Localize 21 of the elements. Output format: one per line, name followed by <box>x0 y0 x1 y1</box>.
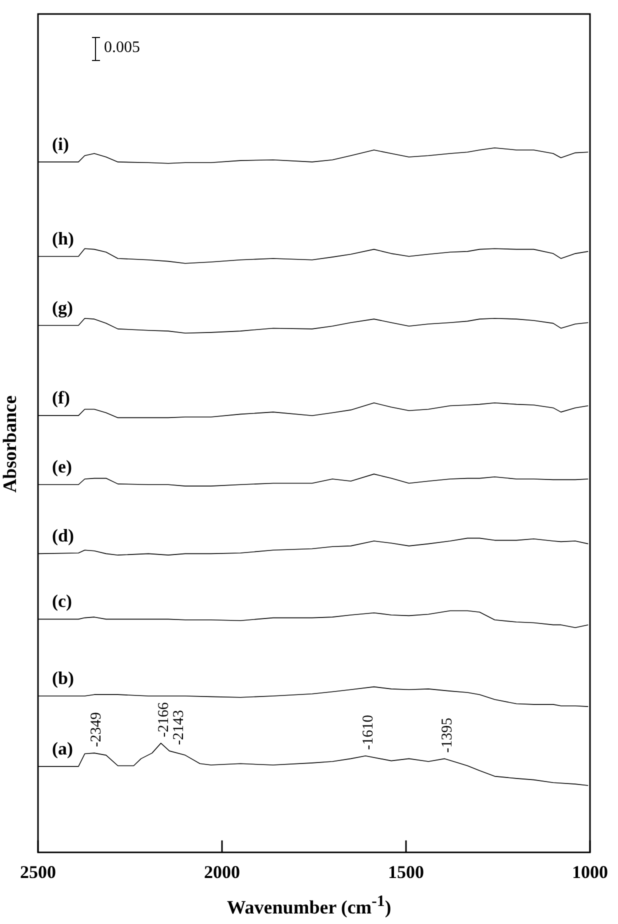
series-label: (f) <box>52 388 70 408</box>
annotation: -1395 <box>440 718 456 753</box>
x-tick-label: 2500 <box>20 862 56 882</box>
series-label: (c) <box>52 591 72 612</box>
annotation: -1610 <box>360 714 376 750</box>
y-axis-title: Absorbance <box>0 394 22 495</box>
x-tick-label: 1500 <box>388 862 424 882</box>
series-label: (g) <box>52 297 73 318</box>
x-axis-title: Wavenumber (cm$^{-1}$) <box>226 893 392 920</box>
series-label: (a) <box>52 738 73 758</box>
annotation: -2349 <box>88 712 105 748</box>
x-tick-label: 2000 <box>204 862 240 882</box>
text: 0.005 <box>104 39 140 56</box>
annotation: -2143 <box>170 710 187 745</box>
series-label: (e) <box>52 456 72 477</box>
series-label: (h) <box>52 228 74 248</box>
series-label: (i) <box>52 134 69 154</box>
series-label: (d) <box>52 526 74 546</box>
annotation: -2166 <box>156 702 172 738</box>
series-label: (b) <box>52 668 74 688</box>
x-tick-label: 1000 <box>572 862 608 882</box>
